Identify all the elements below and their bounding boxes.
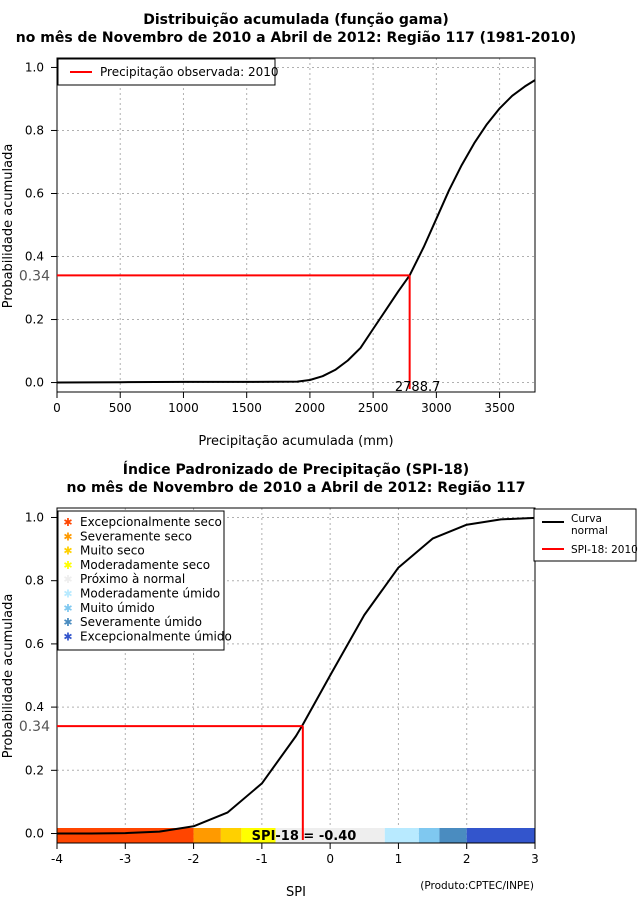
- chart2-colorbar-seg-5: [384, 828, 419, 843]
- chart2-colorbar-seg-8: [466, 828, 535, 843]
- chart2-colorbar-seg-3: [241, 828, 276, 843]
- chart1-frame: [56, 57, 536, 393]
- chart2-series-0-line: [57, 516, 536, 835]
- chart1-ylabel: Probabilidade acumulada: [1, 144, 16, 309]
- chart2-class-legend-label-8: Excepcionalmente úmido: [80, 629, 232, 643]
- chart1-ytick-label-1: 0.2: [25, 313, 44, 327]
- chart2-class-legend-label-4: Próximo à normal: [80, 572, 185, 586]
- chart2-class-legend-label-3: Moderadamente seco: [80, 558, 210, 572]
- chart2-xtick-label-6: 2: [463, 852, 471, 866]
- chart2-colorbar-seg-1: [193, 828, 221, 843]
- chart1-subtitle: no mês de Novembro de 2010 a Abril de 20…: [16, 30, 576, 46]
- chart2-spi-value-label: SPI-18 = -0.40: [252, 829, 357, 844]
- chart1-ytick-label-5: 1.0: [25, 60, 44, 74]
- chart2-marker-y-label: 0.34: [19, 719, 50, 735]
- chart2-subtitle: no mês de Novembro de 2010 a Abril de 20…: [67, 480, 526, 496]
- chart2-xtick-label-2: -2: [188, 852, 200, 866]
- chart2-right-legend-label-0-0: Curva: [571, 513, 602, 525]
- chart2-class-legend-swatch-7: ✱: [63, 616, 72, 629]
- chart2-class-legend-swatch-1: ✱: [63, 530, 72, 543]
- chart2-ytick-label-0: 0.0: [25, 827, 44, 841]
- chart2-ytick-label-4: 0.8: [25, 574, 44, 588]
- chart2-ytick-label-2: 0.4: [25, 700, 44, 714]
- chart2-class-legend-label-7: Severamente úmido: [80, 615, 202, 629]
- chart2-class-legend-swatch-6: ✱: [63, 602, 72, 615]
- chart1-ytick-label-2: 0.4: [25, 250, 44, 264]
- chart2-class-legend-swatch-5: ✱: [63, 588, 72, 601]
- chart2-right-legend-label-1-0: SPI-18: 2010: [571, 544, 638, 556]
- chart1-xtick-label-1: 500: [109, 401, 132, 415]
- chart2-ytick-label-3: 0.6: [25, 637, 44, 651]
- chart1-marker-x-label: 2788.7: [395, 380, 441, 395]
- chart2-colorbar-seg-2: [220, 828, 242, 843]
- chart2-xlabel: SPI: [286, 885, 306, 900]
- chart1-ytick-label-0: 0.0: [25, 376, 44, 390]
- chart2-class-legend-label-5: Moderadamente úmido: [80, 587, 220, 601]
- chart1-title: Distribuição acumulada (função gama): [143, 12, 449, 28]
- chart2-class-legend-label-0: Excepcionalmente seco: [80, 515, 222, 529]
- chart2-class-legend-label-2: Muito seco: [80, 544, 145, 558]
- chart2-xtick-label-4: 0: [326, 852, 334, 866]
- chart1-xlabel: Precipitação acumulada (mm): [198, 434, 393, 449]
- chart2-credit: (Produto:CPTEC/INPE): [420, 880, 534, 892]
- chart2-colorbar-seg-6: [418, 828, 440, 843]
- chart1-xtick-label-2: 1000: [168, 401, 199, 415]
- chart2-class-legend-swatch-2: ✱: [63, 545, 72, 558]
- chart2-colorbar-seg-7: [439, 828, 467, 843]
- chart1-marker-y-label: 0.34: [19, 268, 50, 284]
- chart1-xtick-label-5: 2500: [358, 401, 389, 415]
- chart2-ytick-label-1: 0.2: [25, 763, 44, 777]
- chart2-right-legend-label-0-1: normal: [571, 525, 608, 537]
- chart2-xtick-label-7: 3: [531, 852, 539, 866]
- chart2-class-legend-swatch-0: ✱: [63, 516, 72, 529]
- chart2-xtick-label-1: -3: [119, 852, 131, 866]
- chart2-frame: [56, 507, 536, 844]
- chart2-xtick-label-3: -1: [256, 852, 268, 866]
- chart2-class-legend-swatch-8: ✱: [63, 630, 72, 643]
- chart2-xtick-label-0: -4: [51, 852, 63, 866]
- chart1-series-0-line: [56, 79, 536, 384]
- chart2-class-legend-swatch-4: ✱: [63, 573, 72, 586]
- chart2-title: Índice Padronizado de Precipitação (SPI-…: [123, 461, 469, 478]
- chart2-right-legend-box: [533, 508, 637, 562]
- chart1-xtick-label-3: 1500: [231, 401, 262, 415]
- chart1-ytick-label-4: 0.8: [25, 123, 44, 137]
- chart2-xtick-label-5: 1: [395, 852, 403, 866]
- chart1-xtick-label-0: 0: [53, 401, 61, 415]
- chart2-class-legend-box: [57, 510, 225, 651]
- chart1-xtick-label-4: 2000: [295, 401, 326, 415]
- chart1-legend-label: Precipitação observada: 2010: [100, 65, 278, 79]
- chart2-ytick-label-5: 1.0: [25, 510, 44, 524]
- chart1-xtick-label-6: 3000: [421, 401, 452, 415]
- chart1-xtick-label-7: 3500: [484, 401, 515, 415]
- chart2-class-legend-label-1: Severamente seco: [80, 529, 192, 543]
- chart2-ylabel: Probabilidade acumulada: [1, 594, 16, 759]
- chart2-class-legend-swatch-3: ✱: [63, 559, 72, 572]
- chart2-class-legend-label-6: Muito úmido: [80, 601, 155, 615]
- chart1-legend-box: [57, 58, 276, 86]
- chart1-ytick-label-3: 0.6: [25, 186, 44, 200]
